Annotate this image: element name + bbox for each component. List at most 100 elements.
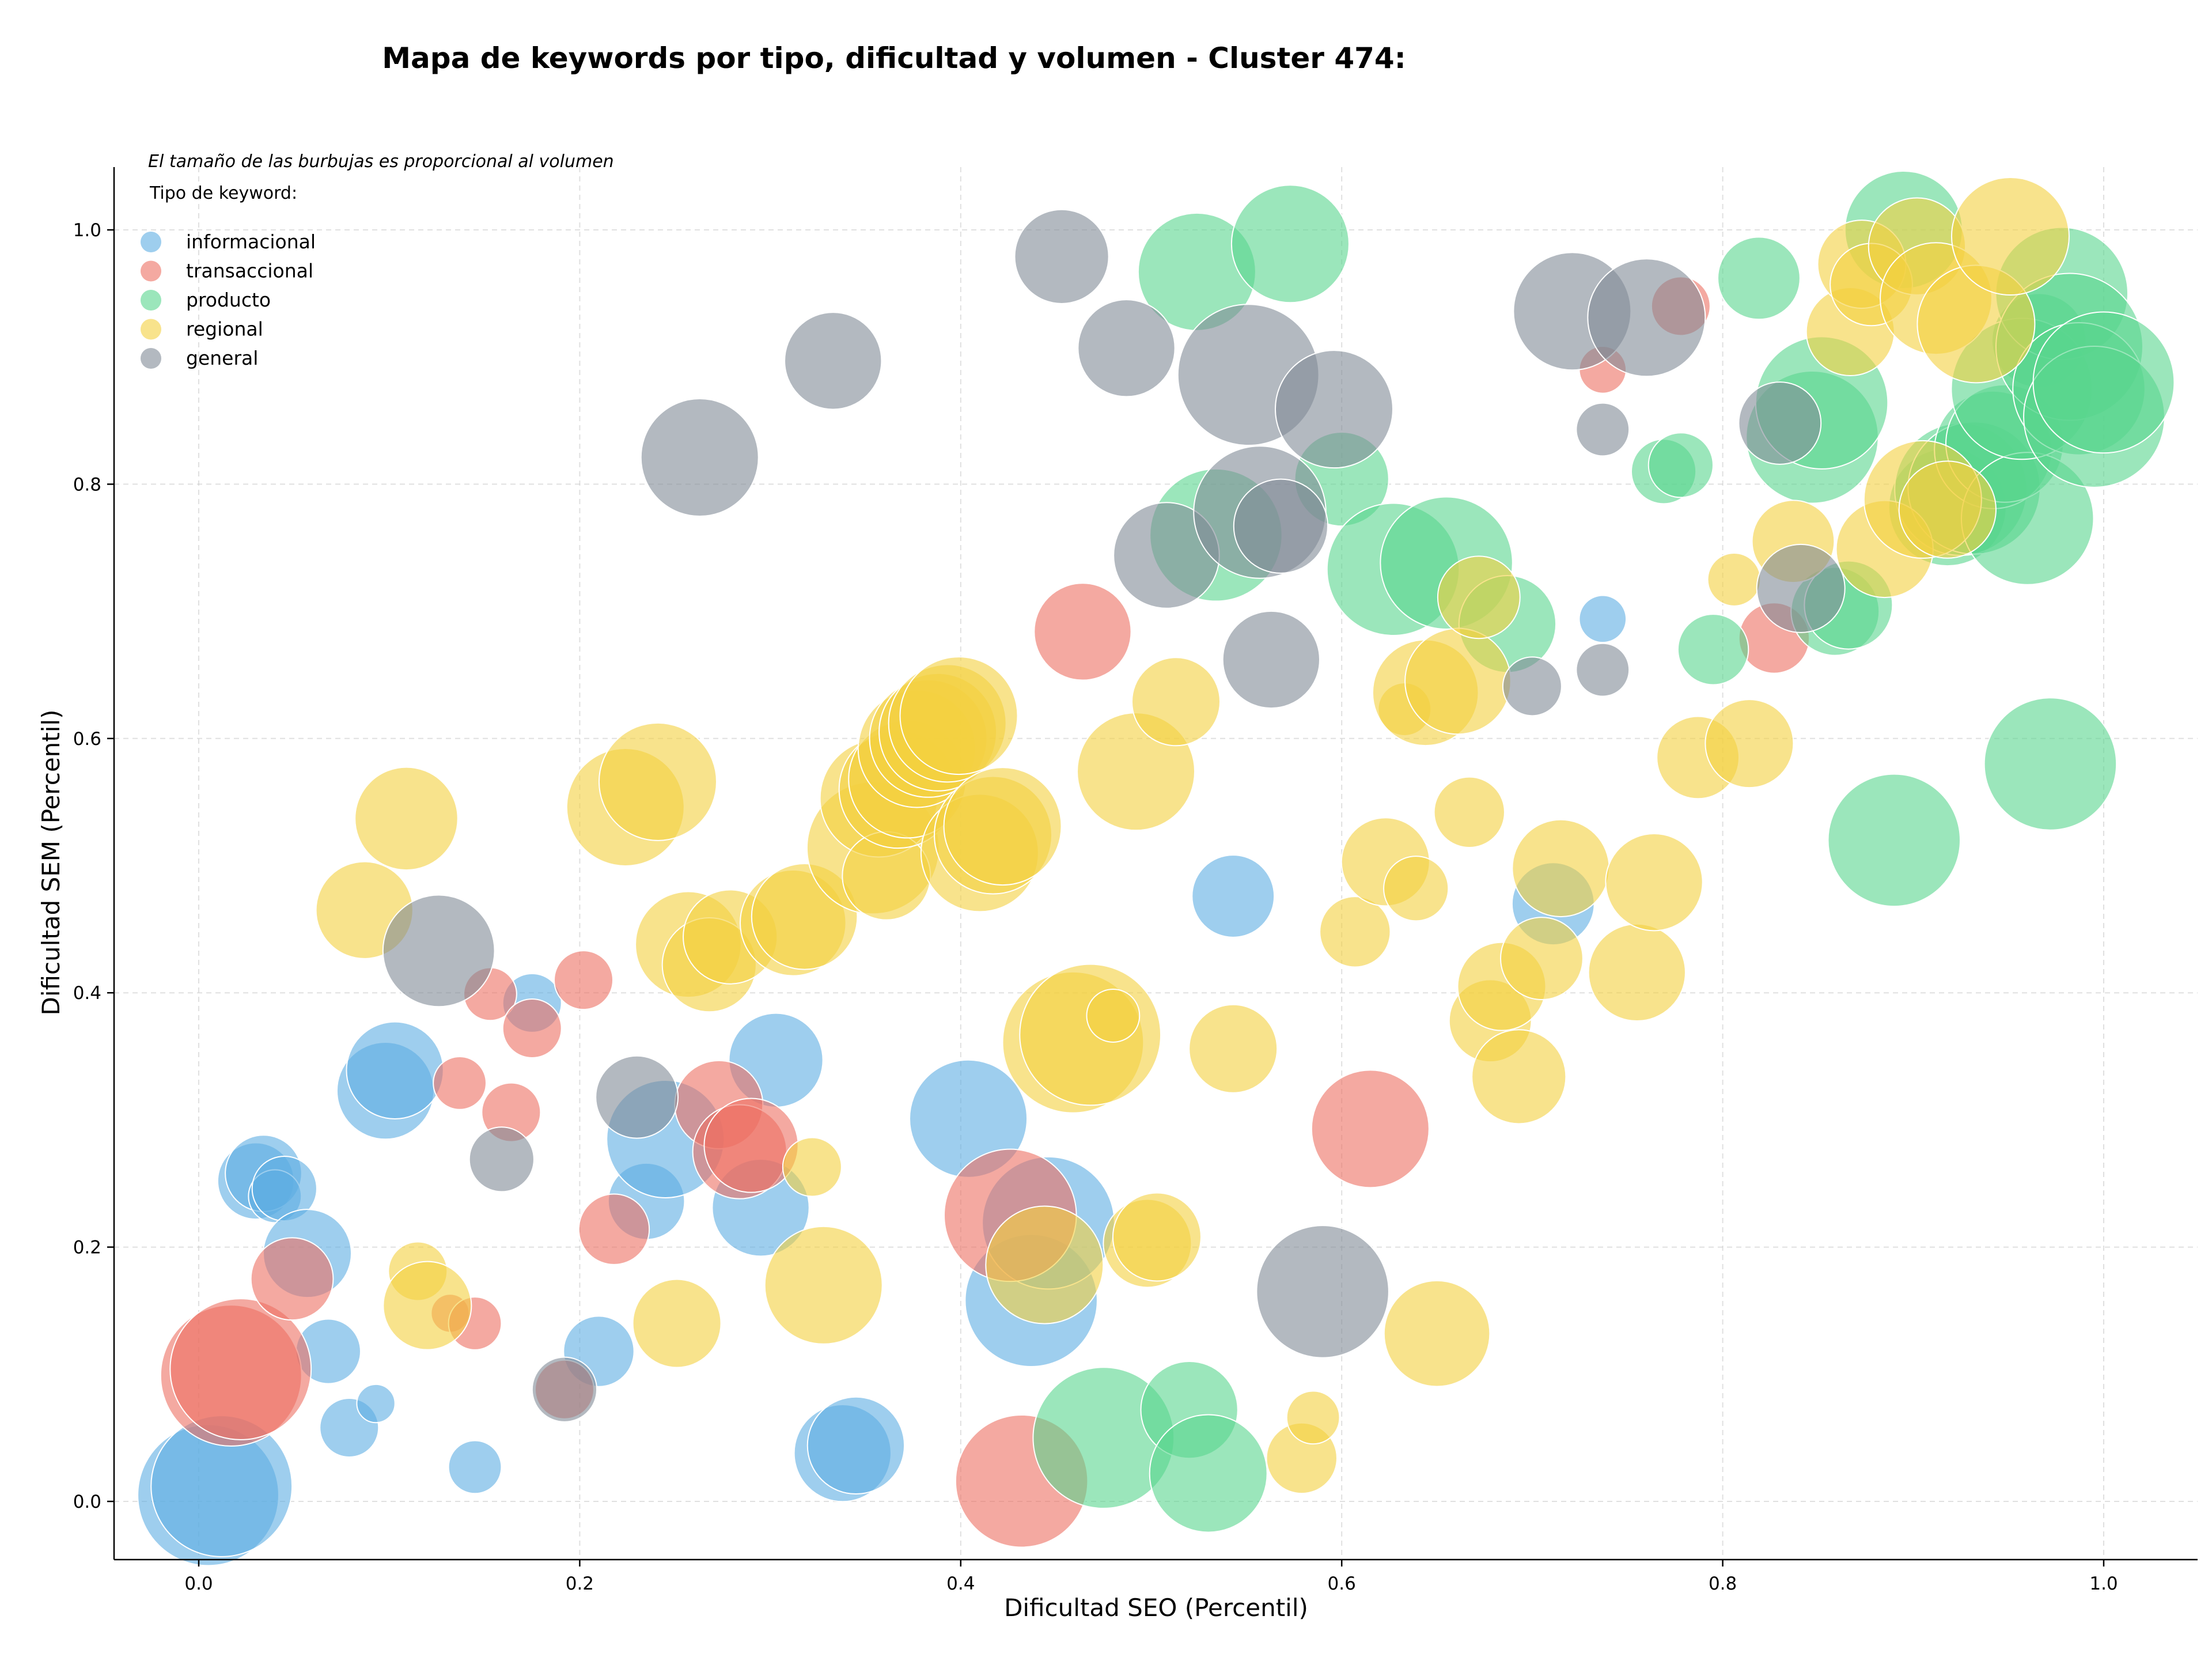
bubble-transaccional bbox=[433, 1055, 487, 1110]
x-axis-label: Dificultad SEO (Percentil) bbox=[1004, 1594, 1308, 1622]
bubble-informacional bbox=[356, 1383, 396, 1424]
bubble-general bbox=[382, 894, 495, 1008]
bubble-producto bbox=[1983, 697, 2118, 831]
bubble-regional bbox=[1019, 963, 1162, 1106]
bubble-producto bbox=[1647, 432, 1714, 498]
bubble-regional bbox=[382, 1261, 472, 1350]
bubble-general bbox=[1222, 610, 1320, 709]
chart-title: Mapa de keywords por tipo, dificultad y … bbox=[382, 41, 1406, 75]
bubble-transaccional bbox=[554, 950, 614, 1011]
legend-label-transaccional: transaccional bbox=[186, 260, 313, 282]
x-tick-label: 0.4 bbox=[946, 1573, 975, 1594]
bubble-regional bbox=[1131, 657, 1221, 747]
bubble-regional bbox=[1383, 856, 1449, 922]
bubble-informacional bbox=[1578, 595, 1627, 644]
bubble-general bbox=[595, 1055, 679, 1139]
legend-marker-producto bbox=[141, 290, 161, 311]
bubble-general bbox=[1502, 656, 1562, 717]
bubble-regional bbox=[1471, 1029, 1567, 1125]
bubble-regional bbox=[598, 722, 717, 841]
bubble-regional bbox=[782, 1137, 842, 1197]
bubble-informacional bbox=[806, 1396, 906, 1495]
legend-label-informacional: informacional bbox=[186, 230, 316, 253]
bubble-general bbox=[531, 1356, 598, 1422]
bubble-regional bbox=[632, 1278, 722, 1368]
bubbles bbox=[137, 171, 2175, 1567]
bubble-regional bbox=[1500, 917, 1584, 1001]
bubble-general bbox=[1575, 642, 1630, 697]
bubble-producto bbox=[1677, 614, 1749, 686]
bubble-informacional bbox=[1191, 854, 1275, 938]
bubble-general bbox=[1014, 209, 1109, 304]
bubble-general bbox=[1587, 258, 1706, 377]
legend-label-producto: producto bbox=[186, 289, 271, 311]
y-tick-label: 1.0 bbox=[73, 220, 101, 241]
bubble-regional bbox=[1112, 1192, 1202, 1282]
y-axis-label: Dificultad SEM (Percentil) bbox=[37, 710, 65, 1016]
bubble-regional bbox=[1086, 989, 1141, 1043]
bubble-transaccional bbox=[1310, 1069, 1430, 1189]
bubble-general bbox=[1756, 543, 1846, 633]
bubble-general bbox=[1274, 350, 1393, 469]
legend-marker-informacional bbox=[141, 232, 161, 252]
bubble-general bbox=[784, 312, 882, 410]
y-tick-label: 0.8 bbox=[73, 474, 101, 495]
bubble-regional bbox=[1286, 1390, 1340, 1445]
bubble-regional bbox=[943, 767, 1062, 886]
x-tick-label: 0.0 bbox=[184, 1573, 213, 1594]
bubble-regional bbox=[1188, 1004, 1278, 1094]
x-tick-label: 0.2 bbox=[566, 1573, 594, 1594]
y-tick-label: 0.4 bbox=[73, 983, 101, 1004]
bubble-regional bbox=[1588, 923, 1686, 1022]
bubble-regional bbox=[1319, 896, 1391, 968]
bubble-regional bbox=[1433, 776, 1505, 849]
bubble-regional bbox=[1898, 460, 1997, 559]
bubble-general bbox=[1256, 1225, 1389, 1359]
bubble-regional bbox=[354, 766, 459, 871]
bubble-regional bbox=[899, 656, 1018, 775]
size-note: El tamaño de las burbujas es proporciona… bbox=[148, 152, 614, 172]
legend: informacional transaccional producto region… bbox=[141, 230, 316, 369]
bubble-regional bbox=[1383, 1280, 1491, 1387]
x-tick-label: 1.0 bbox=[2089, 1573, 2118, 1594]
bubble-informacional bbox=[448, 1440, 502, 1494]
legend-marker-regional bbox=[141, 319, 161, 340]
bubble-transaccional bbox=[1033, 582, 1132, 681]
legend-marker-general bbox=[141, 348, 161, 369]
bubble-regional bbox=[764, 1225, 883, 1345]
bubble-general bbox=[1233, 478, 1328, 574]
legend-title: Tipo de keyword: bbox=[149, 183, 297, 203]
bubble-regional bbox=[1437, 555, 1521, 640]
bubble-general bbox=[1077, 299, 1176, 398]
bubble-producto bbox=[1149, 1414, 1268, 1533]
bubble-regional bbox=[1605, 833, 1703, 932]
bubble-general bbox=[468, 1126, 535, 1193]
bubble-transaccional bbox=[703, 1098, 799, 1193]
bubble-general bbox=[1575, 402, 1630, 457]
bubble-regional bbox=[985, 1205, 1104, 1325]
legend-label-regional: regional bbox=[186, 318, 263, 340]
bubble-general bbox=[640, 398, 759, 517]
bubble-regional bbox=[1705, 699, 1794, 789]
x-tick-label: 0.8 bbox=[1709, 1573, 1737, 1594]
bubble-producto bbox=[1827, 773, 1961, 907]
legend-label-general: general bbox=[186, 347, 258, 369]
x-tick-label: 0.6 bbox=[1328, 1573, 1356, 1594]
bubble-regional bbox=[1512, 819, 1610, 918]
y-tick-label: 0.6 bbox=[73, 729, 101, 750]
bubble-informacional bbox=[346, 1021, 444, 1119]
legend-marker-transaccional bbox=[141, 260, 161, 282]
bubble-transaccional bbox=[502, 998, 562, 1058]
bubble-regional bbox=[1707, 553, 1762, 607]
axis-ticks: 0.0 0.2 0.4 0.6 0.8 1.0 0.0 0.2 0.4 0.6 0.8 1.0 bbox=[73, 220, 2118, 1594]
bubble-transaccional bbox=[578, 1193, 650, 1265]
bubble-regional bbox=[1950, 177, 2070, 296]
bubble-producto bbox=[1717, 236, 1801, 320]
bubble-producto bbox=[2032, 311, 2175, 454]
y-tick-label: 0.2 bbox=[73, 1238, 101, 1258]
bubble-regional bbox=[1404, 627, 1512, 735]
bubble-general bbox=[1738, 381, 1822, 465]
bubble-producto bbox=[1230, 184, 1350, 304]
bubble-transaccional bbox=[250, 1237, 334, 1321]
